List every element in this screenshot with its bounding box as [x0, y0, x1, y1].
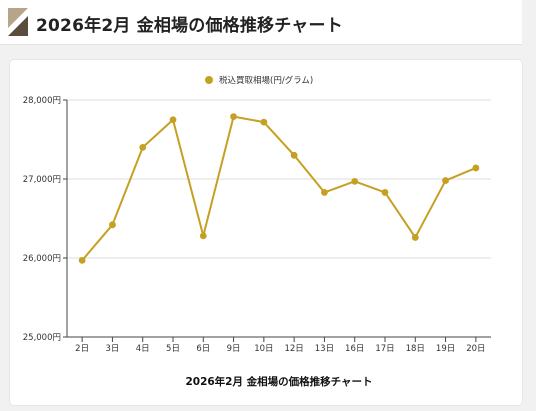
y-tick-label: 26,000円 — [23, 254, 61, 264]
chart-title: 2026年2月 金相場の価格推移チャート — [185, 375, 372, 388]
x-tick-label: 13日 — [315, 344, 334, 354]
data-point — [381, 189, 389, 196]
data-point — [109, 221, 116, 229]
data-point — [442, 177, 449, 184]
legend-marker — [205, 76, 213, 84]
data-point — [139, 144, 147, 151]
x-tick-label: 4日 — [136, 344, 150, 354]
x-tick-label: 18日 — [406, 344, 425, 354]
x-tick-label: 5日 — [166, 344, 180, 354]
series-line — [81, 115, 477, 262]
brand-logo-icon — [8, 8, 28, 36]
x-tick-label: 6日 — [196, 344, 210, 354]
y-tick-label: 28,000円 — [23, 96, 61, 106]
page-header: 2026年2月 金相場の価格推移チャート — [0, 0, 522, 45]
data-point — [230, 113, 237, 120]
x-tick-label: 19日 — [436, 344, 455, 354]
data-point — [260, 118, 268, 126]
x-tick-label: 2日 — [75, 344, 89, 354]
data-point — [290, 151, 298, 159]
x-tick-label: 9日 — [227, 344, 241, 354]
y-tick-label: 27,000円 — [23, 175, 61, 185]
x-tick-label: 16日 — [345, 344, 364, 354]
data-point — [411, 234, 419, 241]
data-point — [472, 164, 480, 172]
chart-card: 税込買取相場(円/グラム) 25,000円 26,000円 27,000円 28,000… — [10, 60, 522, 405]
y-tick-label: 25,000円 — [23, 333, 61, 343]
x-tick-label: 10日 — [254, 344, 273, 354]
page-title: 2026年2月 金相場の価格推移チャート — [36, 16, 343, 36]
x-tick-label: 12日 — [284, 344, 303, 354]
price-chart: 税込買取相場(円/グラム) 25,000円 26,000円 27,000円 28,000… — [23, 75, 491, 388]
data-point — [199, 232, 207, 240]
x-tick-label: 20日 — [466, 344, 485, 354]
x-tick-label: 17日 — [375, 344, 394, 354]
data-point — [169, 116, 177, 124]
x-tick-label: 3日 — [105, 344, 119, 354]
data-point — [321, 189, 328, 196]
data-point — [78, 256, 86, 264]
legend-label: 税込買取相場(円/グラム) — [219, 75, 313, 86]
data-point — [351, 177, 359, 185]
